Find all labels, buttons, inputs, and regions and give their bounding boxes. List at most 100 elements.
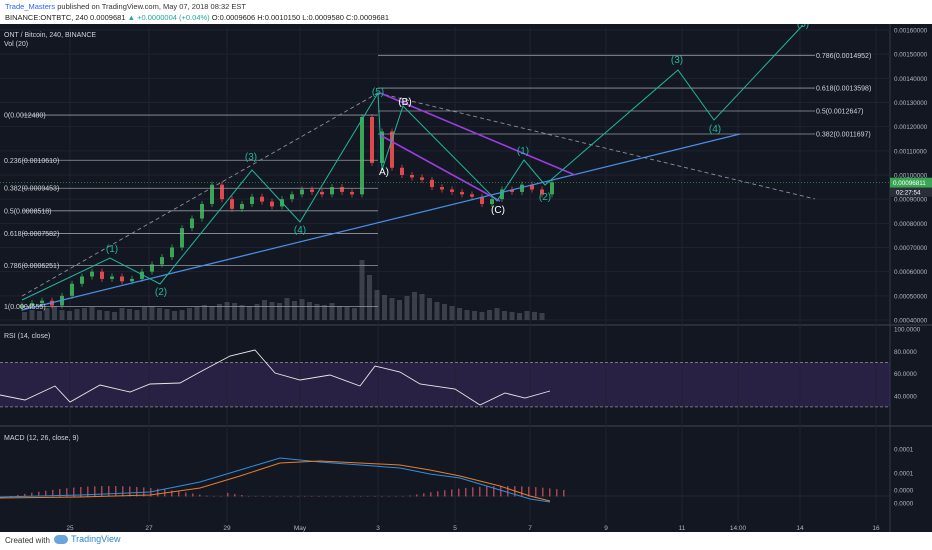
- time-axis-tick: 11: [679, 525, 686, 532]
- candle-body: [330, 187, 334, 195]
- macd-histogram-bar: [535, 487, 537, 497]
- macd-histogram-bar: [248, 495, 250, 497]
- price-axis-tick: 0.00090000: [894, 197, 928, 204]
- volume-bar: [239, 305, 245, 320]
- macd-histogram-bar: [52, 489, 54, 497]
- volume-bar: [299, 299, 305, 320]
- candle-body: [70, 283, 74, 296]
- volume-bar: [67, 311, 72, 320]
- fib-level-label: 0.236(0.0010610): [4, 158, 59, 165]
- author-link[interactable]: Trade_Masters: [5, 2, 56, 11]
- rsi-axis-tick: 80.0000: [894, 349, 917, 356]
- candle-body: [190, 218, 194, 229]
- macd-line: [0, 457, 551, 503]
- candle-body: [150, 264, 154, 272]
- volume-bar: [59, 310, 65, 320]
- fib-level-label: 0.786(0.0006251): [4, 263, 59, 270]
- candle-body: [250, 196, 254, 204]
- volume-legend: Vol (20): [4, 41, 28, 48]
- macd-histogram-bar: [59, 488, 61, 497]
- candle-body: [350, 191, 354, 195]
- volume-bar: [119, 308, 125, 320]
- macd-histogram-bar: [122, 486, 124, 497]
- tradingview-brand[interactable]: TradingView: [54, 534, 121, 544]
- macd-histogram-bar: [290, 496, 292, 497]
- wave-guide-line: [21, 92, 379, 297]
- volume-bar: [187, 308, 192, 320]
- volume-bar: [382, 295, 387, 320]
- macd-histogram-bar: [395, 496, 397, 497]
- footer: Created with TradingView: [0, 532, 932, 550]
- macd-histogram-bar: [276, 496, 278, 497]
- macd-histogram-bar: [556, 489, 558, 497]
- price-axis-tick: 0.00110000: [894, 148, 927, 155]
- macd-histogram-bar: [563, 489, 565, 497]
- volume-bar: [194, 307, 200, 320]
- last-price-text: 0.0009681: [90, 13, 126, 22]
- candle-body: [550, 182, 554, 195]
- up-arrow-icon: ▲: [127, 13, 136, 22]
- price-axis-tick: 0.00060000: [894, 269, 928, 276]
- volume-bar: [224, 302, 230, 320]
- macd-histogram-bar: [549, 488, 551, 497]
- tradingview-brand-text: TradingView: [71, 534, 121, 544]
- rsi-axis-tick: 100.0000: [894, 327, 921, 334]
- macd-legend: MACD (12, 26, close, 9): [4, 435, 79, 442]
- macd-axis-tick: 0.0001: [894, 471, 914, 478]
- candle-body: [210, 184, 214, 204]
- chart[interactable]: 0.00160000 0.00150000 0.00140000 0.00130000…: [0, 24, 932, 532]
- candle-body: [540, 189, 544, 195]
- macd-histogram-bar: [178, 491, 180, 497]
- fib-level-label: 0.382(0.0009453): [4, 186, 59, 193]
- price-axis-tick: 0.00140000: [894, 76, 928, 83]
- volume-bar: [247, 306, 252, 320]
- last-price-tag: [890, 177, 932, 188]
- wave-label: (5): [797, 24, 809, 30]
- volume-bar: [164, 309, 170, 320]
- macd-histogram-bar: [115, 486, 117, 497]
- macd-histogram-bar: [500, 486, 502, 497]
- macd-histogram-bar: [479, 486, 481, 497]
- price-axis-tick: 0.00130000: [894, 100, 928, 107]
- macd-histogram-bar: [409, 495, 411, 497]
- macd-histogram-bar: [528, 486, 530, 497]
- volume-bar: [142, 307, 147, 320]
- wave-label: (4): [709, 124, 721, 135]
- macd-histogram-bar: [101, 486, 103, 497]
- wave-label: (B): [398, 97, 411, 108]
- volume-bar: [112, 312, 117, 320]
- fib-level-label: 0.618(0.0007582): [4, 231, 59, 238]
- time-axis-tick: 3: [376, 525, 380, 532]
- candle-body: [450, 189, 454, 192]
- macd-histogram-bar: [402, 496, 404, 497]
- candle-body: [240, 204, 244, 209]
- volume-bar: [472, 311, 477, 320]
- publish-line: Trade_Masters published on TradingView.c…: [5, 1, 246, 12]
- volume-bar: [277, 303, 282, 320]
- wave-count-path: [21, 24, 804, 301]
- volume-bar: [97, 310, 102, 320]
- volume-bar: [359, 260, 365, 320]
- time-axis-tick: 25: [66, 525, 74, 532]
- candle-body: [300, 189, 304, 195]
- volume-bar: [494, 308, 500, 320]
- price-axis-tick: 0.00100000: [894, 173, 928, 180]
- macd-histogram-bar: [472, 487, 474, 497]
- published-text: published on TradingView.com, May 07, 20…: [57, 2, 246, 11]
- wave-label: (4): [294, 225, 306, 236]
- countdown-tag: [890, 187, 932, 197]
- fib-level-label: 0.618(0.0013598): [816, 86, 871, 93]
- macd-histogram-bar: [423, 493, 425, 497]
- volume-bar: [502, 311, 507, 320]
- price-axis-tick: 0.00160000: [894, 28, 928, 35]
- macd-axis-tick: 0.0000: [894, 501, 914, 508]
- fib-level-label: 1(0.0004555): [4, 304, 46, 311]
- candle-body: [200, 204, 204, 219]
- wave-label: (2): [155, 287, 167, 298]
- tradingview-cloud-icon: [54, 534, 68, 544]
- macd-histogram-bar: [94, 486, 96, 497]
- volume-bar: [74, 309, 80, 320]
- volume-bar: [487, 310, 492, 320]
- volume-bar: [217, 304, 222, 320]
- macd-histogram-bar: [542, 487, 544, 497]
